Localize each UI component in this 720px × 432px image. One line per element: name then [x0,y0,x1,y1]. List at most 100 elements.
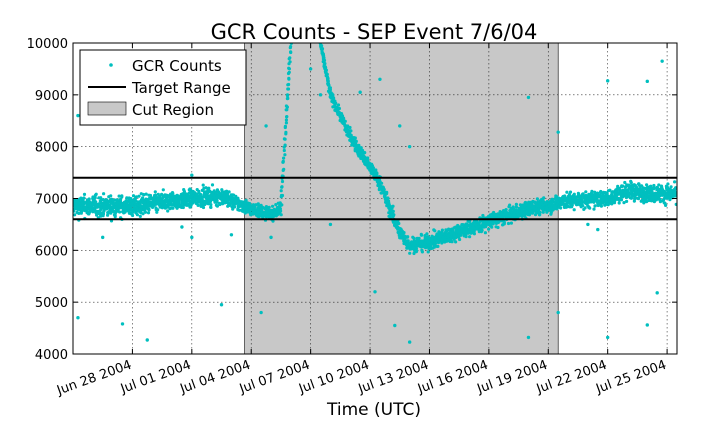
data-point [599,189,603,194]
data-point [264,124,268,128]
data-point [402,231,406,235]
data-point [605,79,610,83]
data-point [324,69,328,73]
data-point [285,115,289,119]
data-point [181,205,185,210]
data-point [382,188,386,192]
data-point [227,203,232,207]
data-point [286,83,290,87]
data-point [526,95,531,100]
data-point [125,196,129,200]
data-point [428,239,432,243]
data-point [596,227,600,232]
data-point [280,179,285,184]
data-point [373,290,377,294]
data-point [472,229,476,234]
data-point [231,204,236,208]
data-point [319,44,323,48]
data-point [161,188,165,192]
data-point [274,203,278,207]
data-point [73,213,77,217]
data-point [143,210,148,214]
data-point [454,240,458,244]
data-point [605,192,609,196]
data-point [293,0,296,2]
data-point [481,213,485,218]
data-point [660,59,664,63]
data-point [621,184,625,188]
data-point [120,194,124,198]
data-point [398,124,402,128]
data-point [323,62,327,66]
data-point [185,192,189,196]
data-point [592,207,596,211]
data-point [318,12,321,15]
data-point [283,143,287,147]
data-point [279,189,283,193]
data-point [145,338,149,342]
data-point [508,203,512,207]
data-point [101,235,105,240]
data-point [581,192,585,196]
data-point [137,194,141,198]
data-point [234,194,238,198]
data-point [380,181,384,185]
data-point [583,206,587,210]
data-point [324,66,328,70]
data-point [487,227,491,231]
data-point [155,210,159,214]
data-point [523,201,527,205]
data-point [99,214,103,218]
data-point [261,215,265,219]
data-point [556,310,560,315]
data-point [496,225,500,230]
legend-label: GCR Counts [132,57,222,75]
data-point [165,193,169,197]
data-point [590,189,594,193]
data-point [541,210,545,214]
data-point [141,196,145,200]
data-point [354,139,358,143]
data-point [292,13,295,16]
data-point [131,213,135,218]
data-point [589,200,593,204]
data-point [283,153,287,157]
data-point [374,168,378,172]
data-point [102,192,106,196]
data-point [292,6,295,9]
data-point [666,182,670,186]
data-point [391,204,395,208]
data-point [514,205,519,209]
data-point [636,196,640,200]
data-point [202,199,206,203]
data-point [535,197,540,201]
data-point [269,235,273,240]
data-point [633,196,637,200]
data-point [82,196,86,200]
data-point [433,241,438,245]
data-point [584,190,588,194]
data-point [271,204,275,208]
x-axis-title: Time (UTC) [326,400,421,420]
data-point [588,206,592,210]
data-point [464,235,468,239]
data-point [475,219,479,223]
data-point [504,208,508,212]
data-point [345,124,349,128]
data-point [282,156,286,160]
data-point [153,190,157,194]
legend-swatch-gcr-counts [109,63,113,67]
data-point [392,213,396,217]
data-point [106,213,110,217]
data-point [320,47,325,51]
data-point [288,56,292,60]
data-point [171,206,175,210]
data-point [359,146,363,150]
data-point [99,207,103,211]
data-point [118,210,122,214]
data-point [278,209,282,213]
data-point [318,11,321,14]
data-point [415,249,419,253]
data-point [283,124,287,128]
